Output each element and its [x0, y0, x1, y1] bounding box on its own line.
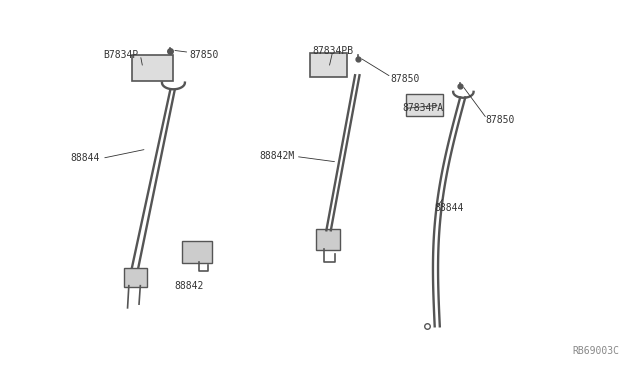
FancyBboxPatch shape: [124, 268, 147, 287]
Text: 87834PA: 87834PA: [403, 103, 444, 113]
Text: 87850: 87850: [486, 115, 515, 125]
FancyBboxPatch shape: [310, 53, 348, 77]
Text: 87834PB: 87834PB: [312, 46, 353, 56]
FancyBboxPatch shape: [316, 229, 340, 250]
FancyBboxPatch shape: [182, 241, 212, 263]
FancyBboxPatch shape: [406, 94, 443, 116]
Text: 88844: 88844: [71, 153, 100, 163]
Text: 88842: 88842: [175, 281, 204, 291]
Text: 87850: 87850: [189, 50, 219, 60]
Text: 88844: 88844: [435, 203, 464, 213]
Text: RB69003C: RB69003C: [573, 346, 620, 356]
Text: B7834P: B7834P: [103, 50, 138, 60]
FancyBboxPatch shape: [132, 55, 173, 81]
Text: 87850: 87850: [390, 74, 419, 84]
Text: 88842M: 88842M: [259, 151, 294, 161]
